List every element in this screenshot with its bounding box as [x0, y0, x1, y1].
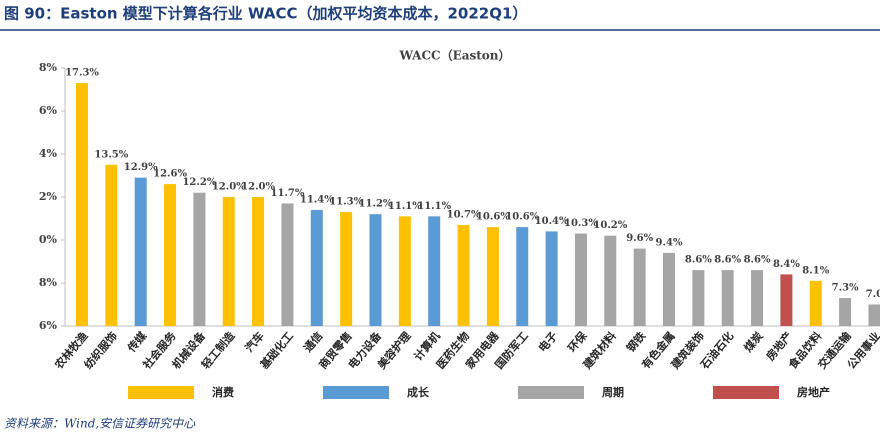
- y-tick-label: 8%: [39, 276, 58, 289]
- bar: [574, 233, 587, 326]
- value-label: 12.2%: [182, 177, 216, 188]
- bar: [839, 298, 852, 326]
- bar: [663, 252, 675, 326]
- legend-swatch: [713, 386, 779, 399]
- bar: [281, 203, 294, 326]
- bar: [545, 231, 558, 326]
- bar: [369, 214, 382, 326]
- legend-label: 周期: [602, 385, 624, 399]
- x-tick-label: 煤炭: [741, 329, 766, 355]
- x-tick-label: 汽车: [242, 329, 267, 355]
- bar: [457, 224, 470, 326]
- bar: [751, 270, 764, 326]
- bar: [516, 227, 529, 326]
- bar: [692, 270, 705, 326]
- value-label: 9.6%: [626, 233, 653, 244]
- value-label: 10.3%: [564, 218, 598, 229]
- y-tick-label: 0%: [39, 233, 58, 246]
- x-tick-label: 钢铁: [623, 329, 648, 355]
- value-label: 8.6%: [685, 255, 712, 266]
- value-label: 12.0%: [241, 182, 275, 193]
- value-label: 11.7%: [271, 188, 305, 199]
- x-tick-label: 环保: [565, 328, 591, 355]
- legend-label: 成长: [407, 385, 430, 399]
- bar: [193, 192, 206, 326]
- value-label: 11.3%: [329, 197, 363, 208]
- y-tick-label: 8%: [39, 61, 58, 74]
- bar: [809, 280, 822, 326]
- x-tick-label: 传媒: [124, 328, 150, 355]
- bar: [633, 248, 646, 326]
- y-tick-label: 2%: [39, 190, 58, 203]
- value-label: 13.5%: [94, 149, 128, 160]
- value-label: 8.4%: [773, 259, 800, 270]
- bar: [134, 177, 147, 326]
- figure-title: 图 90：Easton 模型下计算各行业 WACC（加权平均资本成本，2022Q…: [4, 5, 527, 23]
- value-label: 8.1%: [802, 265, 829, 276]
- bar: [164, 184, 177, 326]
- value-label: 10.4%: [535, 216, 569, 227]
- value-label: 7.3%: [832, 283, 859, 294]
- legend-label: 消费: [212, 385, 234, 399]
- value-label: 7.0: [866, 289, 880, 300]
- bar: [868, 304, 880, 326]
- source: 资料来源：Wind,安信证券研究中心: [4, 417, 196, 431]
- bar: [222, 197, 235, 326]
- bar: [310, 209, 323, 326]
- bar: [780, 274, 793, 326]
- x-tick-label: 轻工制造: [198, 328, 238, 371]
- bar: [76, 83, 88, 326]
- value-label: 8.6%: [714, 255, 741, 266]
- value-label: 11.1%: [388, 201, 422, 212]
- y-tick-label: 6%: [39, 104, 58, 117]
- bar: [604, 235, 617, 326]
- bar: [486, 227, 499, 326]
- bar: [721, 270, 734, 326]
- chart-title: WACC（Easton）: [398, 48, 510, 63]
- value-label: 10.2%: [593, 220, 627, 231]
- bar: [428, 216, 441, 326]
- legend-swatch: [518, 386, 584, 399]
- value-label: 12.9%: [124, 162, 158, 173]
- value-label: 10.7%: [447, 209, 481, 220]
- value-label: 11.4%: [300, 194, 334, 205]
- bar: [105, 164, 118, 326]
- value-label: 12.6%: [153, 169, 187, 180]
- value-label: 10.6%: [505, 212, 539, 223]
- value-label: 9.4%: [656, 237, 683, 248]
- y-tick-label: 6%: [39, 319, 58, 332]
- x-tick-label: 电子: [535, 329, 560, 355]
- legend-swatch: [128, 386, 194, 399]
- legend-label: 房地产: [797, 385, 830, 399]
- value-label: 11.1%: [417, 201, 451, 212]
- value-label: 8.6%: [744, 255, 771, 266]
- value-label: 17.3%: [65, 68, 99, 79]
- bar: [252, 197, 265, 326]
- value-label: 10.6%: [476, 212, 510, 223]
- bar: [340, 212, 353, 326]
- value-label: 11.2%: [359, 199, 393, 210]
- value-label: 12.0%: [212, 182, 246, 193]
- legend-swatch: [323, 386, 389, 399]
- x-tick-label: 通信: [301, 329, 326, 355]
- y-tick-label: 4%: [39, 147, 58, 160]
- bar: [398, 216, 411, 326]
